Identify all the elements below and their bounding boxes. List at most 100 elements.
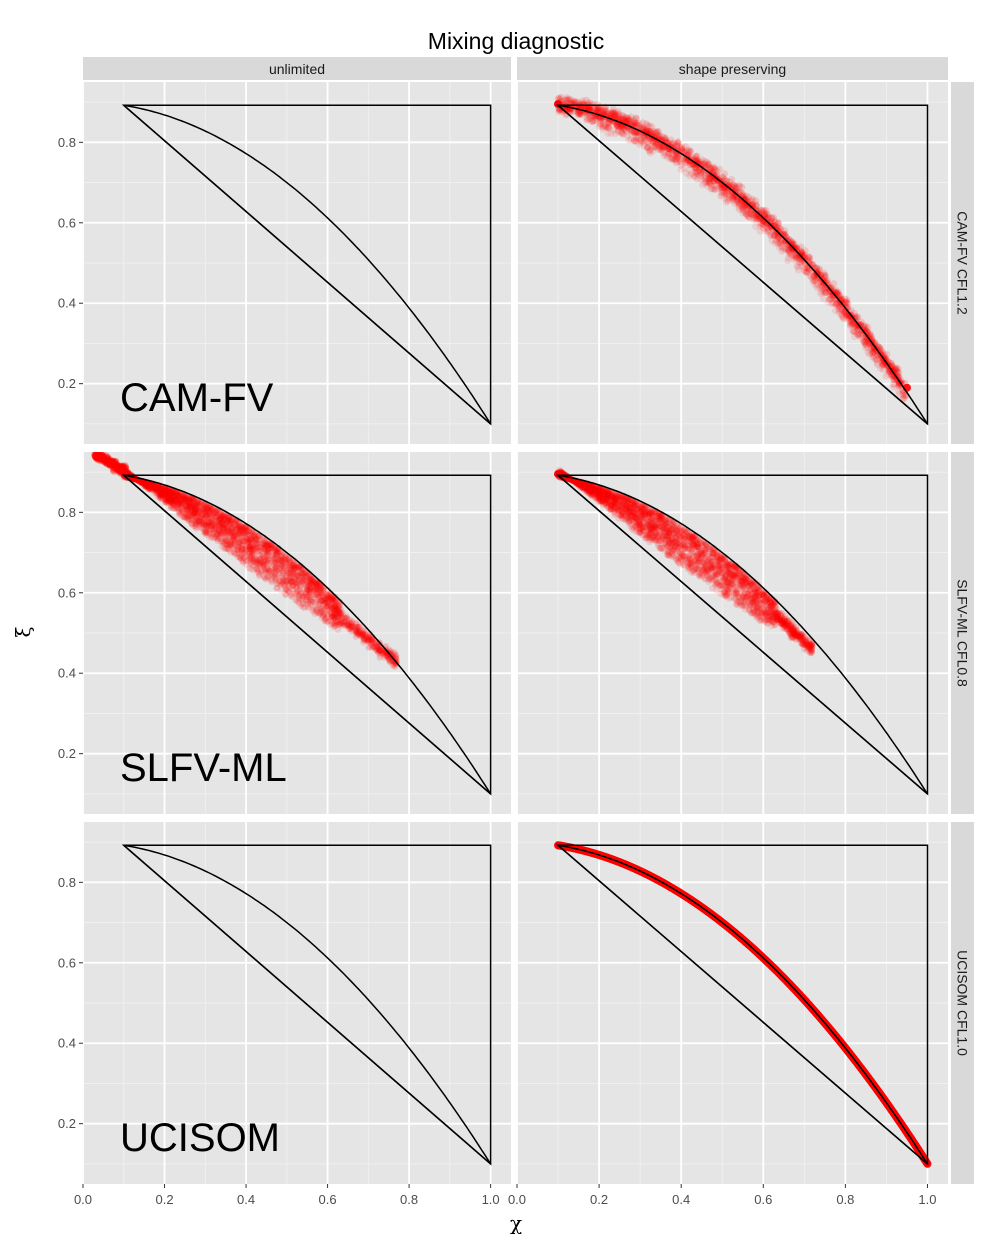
data-point — [752, 212, 760, 220]
data-point — [774, 240, 782, 248]
data-point — [196, 508, 203, 515]
data-point — [619, 130, 627, 138]
data-point — [812, 281, 819, 289]
data-point — [691, 156, 698, 164]
data-point — [836, 309, 844, 317]
row-strip-1 — [951, 452, 974, 814]
data-point — [880, 366, 887, 374]
chart-title: Mixing diagnostic — [428, 28, 604, 54]
data-point — [821, 271, 829, 279]
data-point — [582, 96, 590, 104]
data-point — [646, 128, 654, 136]
data-point — [620, 125, 628, 133]
data-point — [630, 118, 638, 126]
data-point — [744, 199, 752, 206]
data-point — [667, 155, 675, 163]
data-point — [572, 98, 579, 105]
data-point — [728, 194, 736, 202]
data-point — [764, 211, 772, 219]
data-point — [704, 179, 712, 187]
data-point — [268, 542, 276, 550]
data-point — [816, 265, 823, 273]
data-point — [890, 380, 898, 388]
data-point — [576, 110, 584, 118]
data-point — [683, 158, 691, 166]
data-point — [672, 158, 680, 166]
data-point — [745, 203, 753, 211]
data-point — [776, 228, 783, 236]
data-point — [608, 109, 616, 117]
data-point — [285, 588, 293, 595]
data-point — [328, 605, 336, 612]
data-point — [803, 268, 811, 276]
data-point — [287, 559, 295, 566]
data-point — [773, 225, 781, 233]
data-point — [150, 483, 158, 491]
data-point — [186, 517, 193, 525]
data-point — [738, 206, 746, 214]
data-point — [836, 303, 844, 311]
data-point — [253, 539, 261, 546]
data-point — [868, 350, 876, 358]
data-point — [747, 210, 755, 218]
data-point — [820, 269, 828, 277]
data-point — [643, 144, 651, 152]
data-point — [729, 182, 737, 190]
data-point — [735, 181, 743, 189]
data-point — [287, 573, 294, 581]
data-point — [575, 110, 583, 118]
data-point — [880, 357, 888, 365]
data-point — [846, 312, 853, 320]
data-point — [870, 344, 878, 352]
data-point — [774, 219, 782, 227]
data-point — [733, 184, 740, 192]
data-point — [290, 575, 298, 583]
data-point — [667, 136, 675, 144]
data-point — [772, 231, 779, 239]
data-point — [334, 618, 341, 626]
data-point — [625, 115, 633, 123]
data-point — [286, 559, 294, 566]
data-point — [800, 266, 808, 274]
data-point — [695, 160, 703, 168]
data-point — [817, 282, 825, 290]
data-point — [610, 111, 618, 119]
data-point — [763, 215, 771, 223]
data-point — [710, 163, 718, 171]
data-point — [254, 540, 261, 548]
data-point — [757, 210, 765, 218]
data-point — [790, 252, 798, 259]
data-point — [614, 111, 622, 119]
data-point — [317, 604, 325, 612]
data-point — [322, 596, 329, 604]
data-point — [752, 202, 760, 210]
data-point — [169, 491, 177, 499]
data-point — [294, 580, 301, 588]
data-point — [658, 143, 666, 151]
data-point — [829, 299, 837, 307]
data-point — [900, 391, 908, 399]
data-point — [594, 104, 602, 112]
data-point — [795, 259, 803, 267]
data-point — [286, 571, 293, 579]
data-point — [882, 355, 890, 363]
data-point — [210, 525, 218, 532]
data-point — [182, 494, 189, 502]
data-point — [637, 138, 645, 146]
data-point — [718, 191, 726, 199]
data-point — [770, 217, 778, 225]
data-point — [686, 172, 694, 180]
row-strip-2 — [951, 822, 974, 1184]
data-point — [859, 337, 867, 345]
data-point — [895, 387, 903, 395]
data-point — [777, 236, 785, 244]
data-point — [759, 221, 767, 229]
data-point — [161, 496, 169, 503]
data-point — [615, 123, 623, 131]
data-point — [857, 334, 865, 342]
data-point — [599, 108, 607, 116]
data-point — [123, 467, 131, 475]
data-point — [706, 180, 714, 188]
data-point — [146, 485, 153, 493]
data-point — [737, 189, 745, 196]
